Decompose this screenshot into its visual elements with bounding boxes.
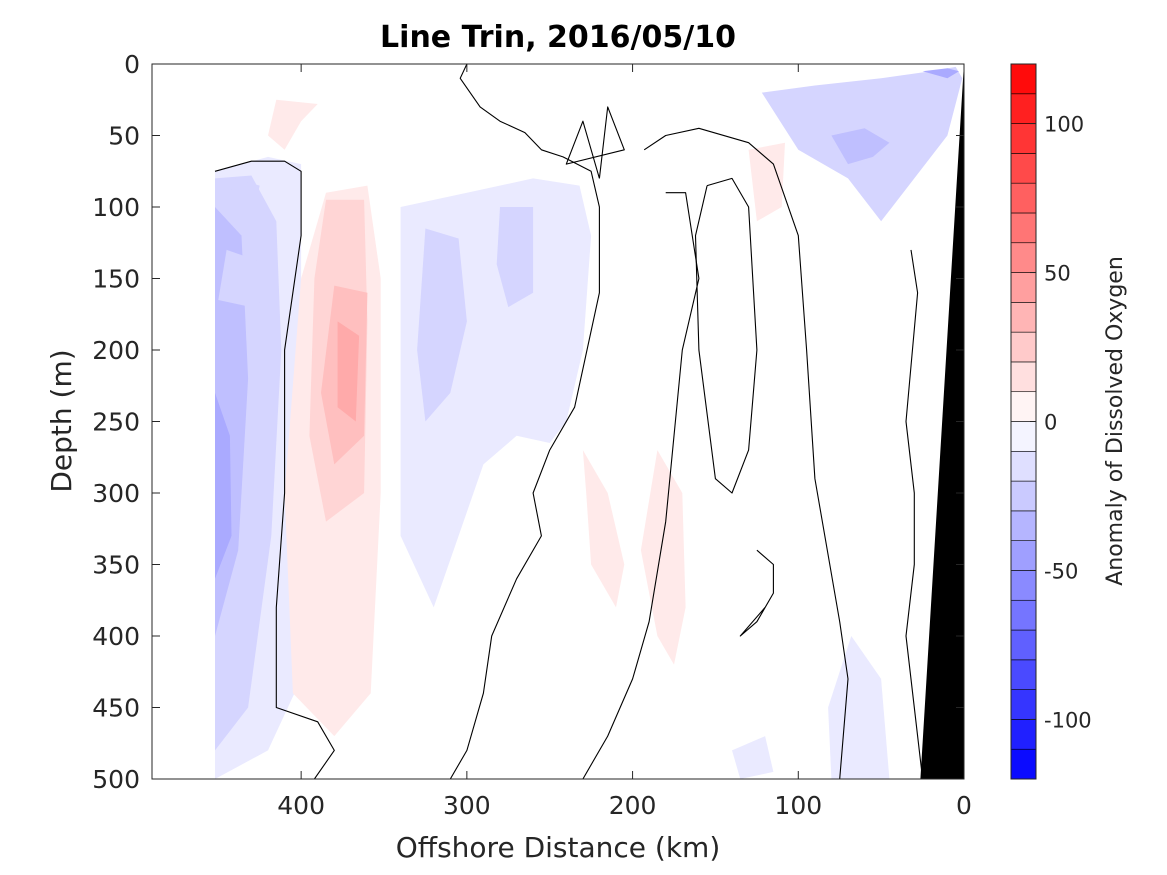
chart-title: Line Trin, 2016/05/10 [380,20,736,55]
contour-fill-region [828,636,890,779]
contour-fill-region [268,99,318,150]
zero-contour-line [643,127,849,779]
zero-contour-line [739,549,774,637]
contour-fill-region [831,128,890,165]
zero-contour-lines [214,64,924,779]
y-tick-label: 300 [92,479,140,508]
land-mask-layer [920,64,964,779]
colorbar-segment [1010,302,1037,333]
colorbar-segment [1010,629,1037,661]
colorbar-segment [1010,570,1037,601]
contour-fill-region [582,450,625,608]
x-tick-label: 100 [774,791,822,820]
x-tick-label: 300 [443,791,491,820]
colorbar-segment [1010,212,1037,244]
colorbar-segment [1010,153,1037,184]
land-mask [920,64,964,779]
zero-contour-line [565,106,625,179]
y-tick-label: 350 [92,551,140,580]
colorbar-segment [1010,450,1037,482]
contour-fills [215,66,963,779]
x-tick-label: 200 [609,791,657,820]
zero-contour-line [214,160,335,779]
y-axis-ticks: 0 50 100 150 200 250 300 350 400 450 500 [92,50,964,794]
colorbar-label: Anomaly of Dissolved Oxygen [1103,256,1128,586]
colorbar-segment [1010,93,1037,124]
zero-contour-line [582,192,700,779]
contour-fill-region [640,450,686,665]
colorbar-segment [1010,540,1037,571]
colorbar-segment [1010,272,1037,303]
colorbar-segment [1010,63,1037,95]
zero-contour-line [449,64,600,779]
contour-fill-region [922,68,959,79]
x-axis-ticks: 400 300 200 100 0 [277,64,972,820]
colorbar-tick-label: 100 [1044,113,1084,137]
colorbar-segment [1010,510,1037,541]
colorbar-segment [1010,391,1037,422]
x-axis-label: Offshore Distance (km) [396,831,721,864]
contour-fill-region [496,207,534,308]
contour-fill-region [218,249,277,308]
colorbar-segment [1010,242,1037,273]
colorbar-tick-label: 50 [1044,262,1071,286]
x-tick-label: 0 [956,791,972,820]
contour-fill-region [226,178,260,207]
y-tick-label: 400 [92,622,140,651]
colorbar-segment [1010,599,1037,631]
y-tick-label: 250 [92,408,140,437]
contour-fill-region [337,321,360,422]
y-tick-label: 500 [92,765,140,794]
colorbar: 100 50 0 -50 -100 [1010,63,1092,780]
y-tick-label: 100 [92,193,140,222]
contour-fill-region [215,392,232,579]
colorbar-tick-label: -50 [1044,559,1078,583]
zero-contour-line [905,249,924,779]
colorbar-segment [1010,361,1037,393]
contour-fill-region [417,228,467,422]
y-tick-label: 200 [92,336,140,365]
colorbar-segment [1010,659,1037,690]
x-tick-label: 400 [277,791,325,820]
colorbar-segment [1010,689,1037,720]
y-tick-label: 0 [124,50,140,79]
y-tick-label: 50 [108,122,140,151]
y-tick-label: 150 [92,265,140,294]
colorbar-tick-label: 0 [1044,411,1057,435]
colorbar-segment [1010,719,1037,750]
contour-fill-region [732,736,774,779]
colorbar-segment [1010,182,1037,214]
colorbar-segment [1010,748,1037,780]
y-tick-label: 450 [92,694,140,723]
colorbar-segment [1010,480,1037,512]
colorbar-segment [1010,331,1037,363]
colorbar-segment [1010,421,1037,452]
colorbar-segment [1010,123,1037,154]
zero-contour-line [694,177,758,494]
colorbar-tick-label: -100 [1044,708,1092,732]
contour-fill-region [748,142,785,222]
y-axis-label: Depth (m) [45,349,78,492]
